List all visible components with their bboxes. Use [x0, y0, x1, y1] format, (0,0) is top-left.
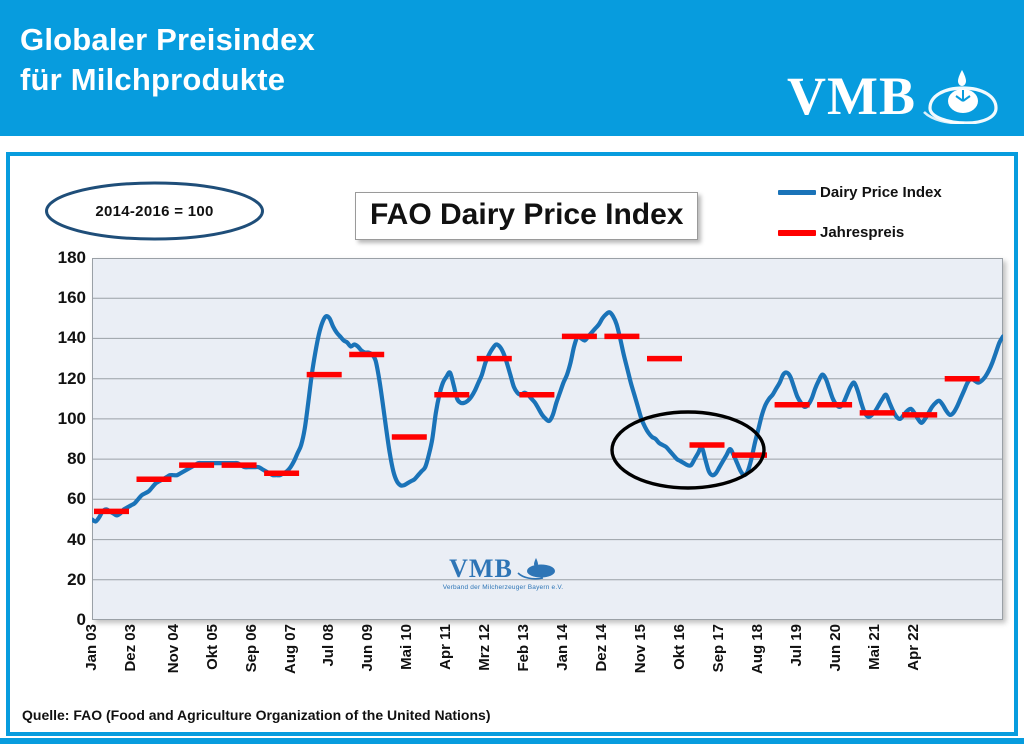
- milk-drop-icon: [922, 68, 1000, 125]
- chart-legend: Dairy Price Index Jahrespreis: [778, 178, 1008, 258]
- x-axis-tick-label: Mrz 12: [476, 624, 494, 671]
- x-axis-tick-label: Sep 06: [242, 624, 260, 673]
- y-axis-tick-label: 80: [67, 449, 86, 469]
- legend-item-dairy-price-index: Dairy Price Index: [778, 178, 1008, 207]
- x-axis-tick-label: Jan 03: [83, 624, 100, 671]
- x-axis-tick-label: Aug 18: [749, 624, 767, 675]
- highlight-ellipse-annotation: [610, 410, 766, 490]
- y-axis-tick-label: 20: [67, 569, 86, 589]
- x-axis-tick-label: Aug 07: [281, 624, 299, 675]
- x-axis-labels: Jan 03 Dez 03 Nov 04 Okt 05 Sep 06 Aug 07 Jul …: [83, 624, 1003, 716]
- series-line-dairy-price-index: [92, 310, 1003, 524]
- line-swatch-blue-icon: [778, 190, 816, 195]
- line-swatch-red-icon: [778, 229, 816, 236]
- y-axis-tick-label: 100: [57, 408, 86, 428]
- x-axis-tick-label: Apr 11: [437, 624, 455, 670]
- y-axis-tick-label: 140: [57, 328, 86, 348]
- y-axis-tick-label: 120: [57, 368, 86, 388]
- base-period-label: 2014-2016 = 100: [95, 202, 214, 220]
- legend-item-jahrespreis: Jahrespreis: [778, 218, 1008, 247]
- legend-label-jahrespreis: Jahrespreis: [820, 224, 905, 241]
- x-axis-tick-label: Dez 03: [121, 624, 139, 672]
- base-period-badge: 2014-2016 = 100: [42, 180, 267, 242]
- x-axis-tick-label: Okt 16: [671, 624, 689, 670]
- x-axis-tick-label: Sep 17: [710, 624, 728, 673]
- y-axis-tick-label: 180: [57, 248, 86, 267]
- y-axis-labels: 180 160 140 120 100 80 60 40 20 0: [24, 248, 86, 630]
- footer-bar: [0, 738, 1024, 744]
- y-axis-tick-label: 40: [67, 529, 86, 549]
- chart-title: FAO Dairy Price Index: [355, 192, 699, 240]
- x-axis-tick-label: Jul 19: [788, 624, 806, 667]
- x-axis-tick-label: Jun 20: [827, 624, 845, 672]
- y-axis-tick-label: 60: [67, 489, 86, 509]
- legend-label-dairy-price-index: Dairy Price Index: [820, 184, 942, 201]
- x-axis-tick-label: Okt 05: [203, 624, 221, 670]
- y-axis-tick-label: 0: [76, 610, 86, 629]
- x-axis-tick-label: Mai 10: [398, 624, 416, 670]
- x-axis-tick-label: Jun 09: [359, 624, 377, 672]
- page-header: Globaler Preisindex für Milchprodukte VM…: [0, 0, 1024, 136]
- vmb-logo: VMB: [787, 66, 1000, 126]
- chart-canvas: [92, 297, 1003, 581]
- x-axis-tick-label: Jul 08: [320, 624, 338, 667]
- y-axis-tick-label: 160: [57, 288, 86, 308]
- x-axis-tick-label: Apr 22: [905, 624, 923, 671]
- x-axis-tick-label: Jan 14: [554, 624, 572, 671]
- x-axis-tick-label: Feb 13: [515, 624, 533, 672]
- x-axis-tick-label: Mai 21: [866, 624, 884, 670]
- x-axis-tick-label: Dez 14: [593, 624, 611, 672]
- vmb-logo-text: VMB: [787, 66, 916, 126]
- plot-background: [92, 258, 1003, 620]
- x-axis-tick-label: Nov 15: [632, 624, 650, 674]
- page-title: Globaler Preisindex für Milchprodukte: [20, 22, 315, 97]
- plot-area: [92, 258, 1003, 620]
- x-axis-tick-label: Nov 04: [164, 624, 182, 674]
- source-note: Quelle: FAO (Food and Agriculture Organi…: [22, 707, 491, 723]
